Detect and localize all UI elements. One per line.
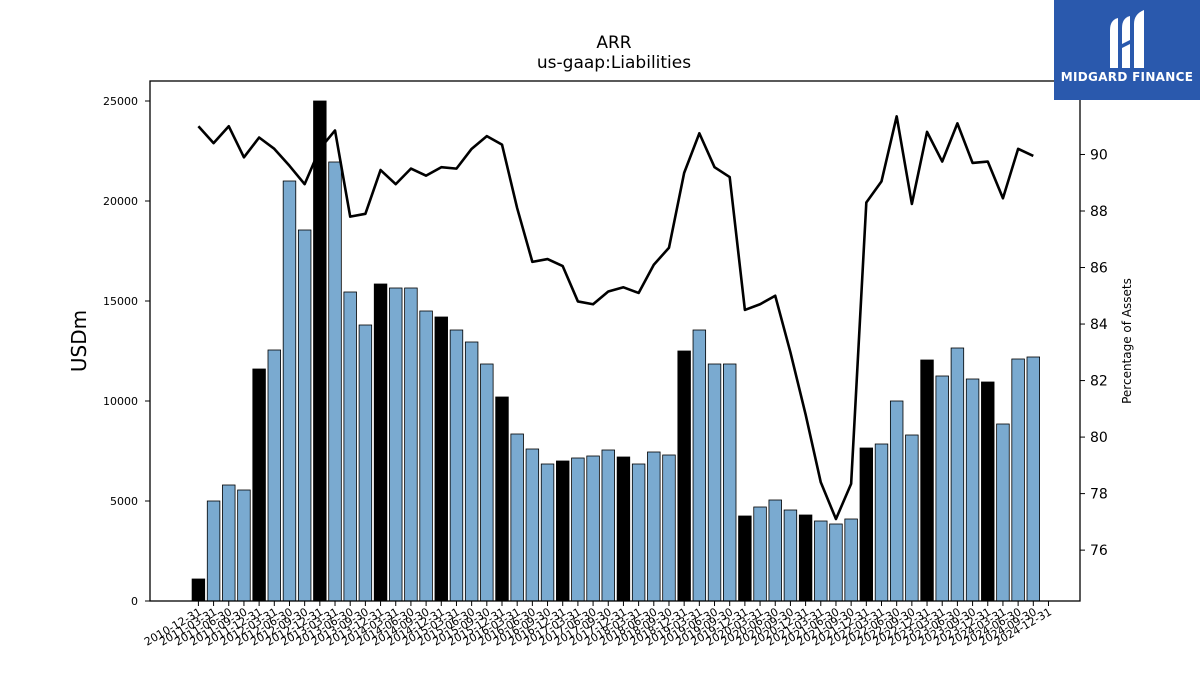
bar (647, 451, 661, 602)
bar (282, 180, 297, 602)
y2-tick-label: 90 (1090, 147, 1108, 163)
bar (358, 324, 373, 602)
y-tick-label: 10000 (103, 395, 138, 408)
bar (556, 460, 570, 602)
bar (981, 381, 995, 602)
logo-text: MIDGARD FINANCE (1060, 70, 1194, 84)
bar (222, 484, 236, 602)
bar (889, 400, 904, 602)
bar (252, 368, 266, 602)
y2-tick-label: 78 (1090, 487, 1108, 503)
bar (920, 359, 934, 602)
bar (404, 287, 418, 602)
chart-subtitle: us-gaap:Liabilities (536, 53, 692, 73)
bar (206, 500, 221, 602)
bar (631, 463, 646, 602)
bar (829, 523, 843, 602)
percentage-line (197, 115, 1034, 521)
bar (571, 457, 585, 602)
bar (540, 463, 555, 602)
y-tick-label: 0 (131, 595, 138, 608)
y2-tick-label: 88 (1090, 204, 1108, 220)
bar (844, 518, 858, 602)
y2-tick-label: 76 (1090, 543, 1108, 559)
y-tick-label: 5000 (110, 495, 138, 508)
bar (237, 489, 251, 602)
bar (753, 506, 767, 602)
bar (692, 329, 707, 602)
bar (434, 316, 448, 602)
bar (419, 310, 433, 602)
bar (525, 448, 540, 602)
bar (343, 291, 357, 602)
bar (950, 347, 965, 602)
bar (859, 447, 874, 602)
bar (510, 433, 524, 602)
bar (1011, 358, 1025, 602)
bar (723, 363, 737, 602)
y2-tick-label: 80 (1090, 430, 1108, 446)
bar (586, 455, 600, 602)
bar (798, 514, 813, 602)
y2-axis-label: Percentage of Assets (1120, 278, 1134, 404)
bar (662, 454, 676, 602)
y2-tick-label: 82 (1090, 374, 1108, 390)
bar (783, 509, 798, 602)
bar (707, 363, 722, 602)
bar (905, 434, 919, 602)
y-tick-label: 15000 (103, 295, 138, 308)
y-tick-label: 25000 (103, 95, 138, 108)
bar (313, 100, 327, 602)
bar (601, 449, 615, 602)
bar (874, 443, 889, 602)
bar (495, 396, 509, 602)
bar (449, 329, 464, 602)
bar (389, 287, 403, 602)
bar (373, 283, 388, 602)
bar (1026, 356, 1041, 602)
bar (965, 378, 980, 602)
y2-tick-label: 84 (1090, 317, 1108, 333)
bar (616, 456, 631, 602)
midgard-finance-logo: MIDGARD FINANCE (1054, 0, 1200, 100)
bar (677, 350, 691, 602)
y-tick-label: 20000 (103, 195, 138, 208)
bar (738, 515, 752, 602)
bar (297, 229, 312, 602)
y2-tick-label: 86 (1090, 261, 1108, 277)
bar (328, 161, 342, 602)
bar (191, 578, 206, 602)
chart-title: ARR (596, 33, 632, 53)
bar (768, 499, 782, 602)
bar (267, 349, 282, 602)
bar (814, 520, 828, 602)
midgard-logo-icon (1110, 10, 1144, 68)
plot-frame (149, 80, 1081, 602)
bar (996, 423, 1010, 602)
bar (480, 363, 494, 602)
y-axis-label: USDm (67, 310, 91, 372)
bar (935, 375, 949, 602)
bar (464, 341, 479, 602)
